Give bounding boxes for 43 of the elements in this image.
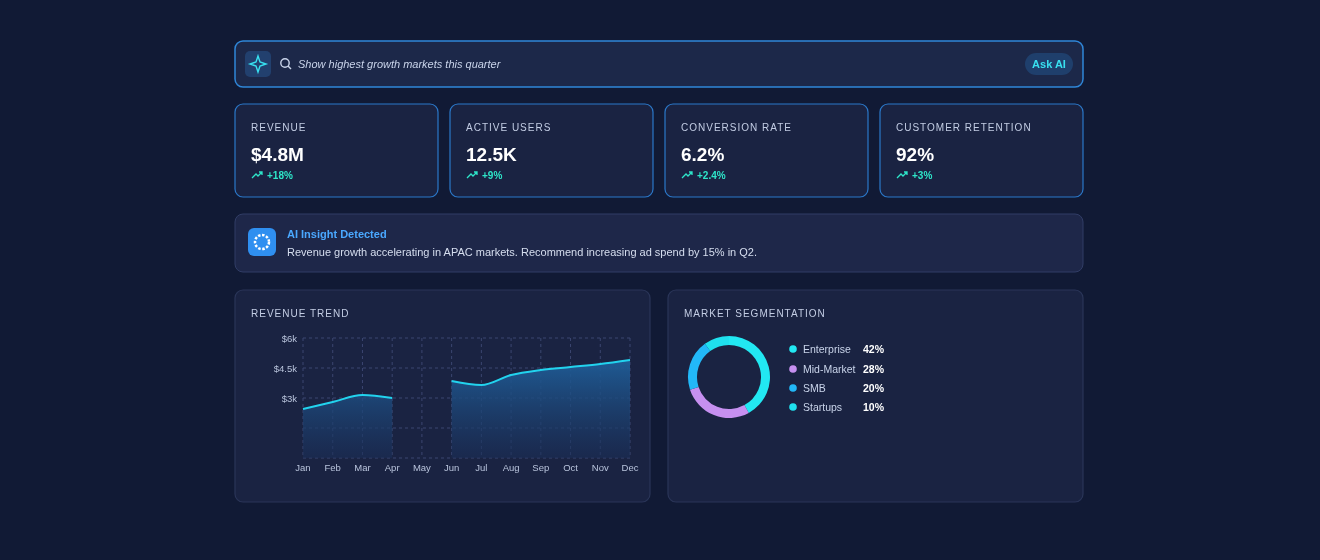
legend-label: Mid-Market: [803, 363, 856, 375]
donut-slice: [690, 386, 749, 418]
text: +9%: [482, 170, 503, 181]
data-label: 20%: [862, 382, 885, 394]
data-label: $4.8M: [251, 144, 304, 165]
text: Show highest growth markets this quarter: [298, 58, 502, 70]
text: AI Insight Detected: [287, 228, 387, 240]
legend-label: Startups: [803, 401, 843, 413]
data-label: 6.2%: [681, 144, 725, 165]
y-tick-label: $4.5k: [273, 363, 298, 374]
data-label: 28%: [862, 363, 885, 375]
category-label: CUSTOMER RETENTION: [896, 122, 1032, 133]
x-tick-label: Apr: [384, 462, 400, 473]
chart-title: MARKET SEGMENTATION: [684, 308, 826, 319]
data-label: 92%: [896, 144, 935, 165]
legend-label: Enterprise: [803, 343, 852, 355]
category-label: REVENUE: [251, 122, 307, 133]
text: Ask AI: [1032, 58, 1066, 70]
x-tick-label: Jan: [295, 462, 311, 473]
chart-title: REVENUE TREND: [251, 308, 350, 319]
x-tick-label: May: [412, 462, 432, 473]
x-tick-label: Aug: [502, 462, 520, 473]
category-label: ACTIVE USERS: [466, 122, 552, 133]
y-tick-label: $6k: [281, 333, 298, 344]
data-label: 12.5K: [466, 144, 517, 165]
donut-slice: [688, 343, 711, 390]
text: Revenue growth accelerating in APAC markets. Recommend increasing ad spend by 15% in Q2.: [287, 246, 757, 258]
x-tick-label: Sep: [532, 462, 550, 473]
legend-label: SMB: [803, 382, 826, 394]
data-label: 42%: [862, 343, 885, 355]
x-tick-label: Oct: [563, 462, 579, 473]
x-tick-label: Nov: [591, 462, 609, 473]
data-label: 10%: [862, 401, 885, 413]
text: +3%: [912, 170, 933, 181]
x-tick-label: Dec: [621, 462, 639, 473]
x-tick-label: Feb: [324, 462, 341, 473]
x-tick-label: Mar: [354, 462, 371, 473]
text: +18%: [267, 170, 293, 181]
category-label: CONVERSION RATE: [681, 122, 792, 133]
text: +2.4%: [697, 170, 726, 181]
x-tick-label: Jul: [475, 462, 488, 473]
x-tick-label: Jun: [443, 462, 460, 473]
y-tick-label: $3k: [281, 393, 298, 404]
